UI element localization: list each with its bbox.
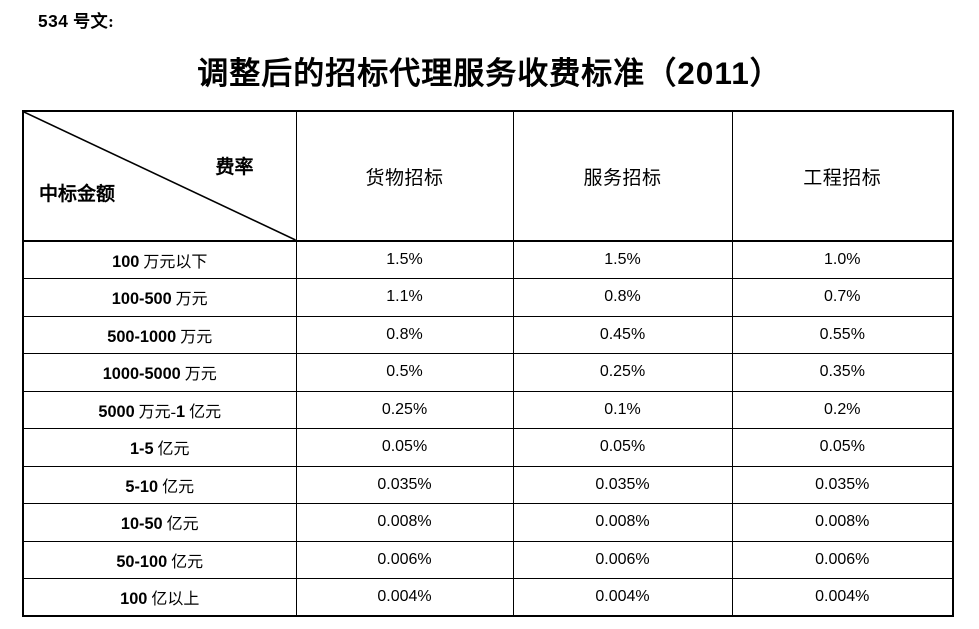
row-label: 1-5 亿元 <box>22 428 297 467</box>
table-row: 100-500 万元 1.1% 0.8% 0.7% <box>22 278 954 317</box>
row-label: 10-50 亿元 <box>22 503 297 542</box>
fee-value-cell: 0.8% <box>512 278 733 317</box>
column-header-engineering: 工程招标 <box>731 110 954 242</box>
table-row: 10-50 亿元 0.008% 0.008% 0.008% <box>22 503 954 542</box>
fee-value-cell: 0.05% <box>512 428 733 467</box>
table-row: 100 亿以上 0.004% 0.004% 0.004% <box>22 578 954 617</box>
fee-value-cell: 0.008% <box>731 503 954 542</box>
fee-value-cell: 0.7% <box>731 278 954 317</box>
fee-value-cell: 1.5% <box>512 240 733 279</box>
fee-value-cell: 0.006% <box>295 540 514 579</box>
fee-value-cell: 0.45% <box>512 315 733 354</box>
fee-value-cell: 1.0% <box>731 240 954 279</box>
fee-value-cell: 0.25% <box>295 390 514 429</box>
table-row: 50-100 亿元 0.006% 0.006% 0.006% <box>22 540 954 579</box>
fee-value-cell: 0.035% <box>295 465 514 504</box>
fee-value-cell: 0.55% <box>731 315 954 354</box>
diagonal-divider <box>24 112 296 240</box>
fee-value-cell: 0.004% <box>295 578 514 617</box>
fee-value-cell: 0.004% <box>731 578 954 617</box>
fee-value-cell: 0.05% <box>295 428 514 467</box>
row-label: 5000 万元-1 亿元 <box>22 390 297 429</box>
fee-value-cell: 1.1% <box>295 278 514 317</box>
row-label: 500-1000 万元 <box>22 315 297 354</box>
fee-value-cell: 0.2% <box>731 390 954 429</box>
row-label: 1000-5000 万元 <box>22 353 297 392</box>
fee-value-cell: 0.004% <box>512 578 733 617</box>
row-label: 5-10 亿元 <box>22 465 297 504</box>
page-title: 调整后的招标代理服务收费标准（2011） <box>197 55 782 91</box>
fee-rate-header: 费率 <box>215 157 254 178</box>
fee-table-container: 费率 中标金额 货物招标 服务招标 工程招标 100 万元以下 1.5% 1.5… <box>22 110 954 617</box>
column-header-goods: 货物招标 <box>295 110 514 242</box>
row-label: 50-100 亿元 <box>22 540 297 579</box>
row-label: 100-500 万元 <box>22 278 297 317</box>
fee-table: 费率 中标金额 货物招标 服务招标 工程招标 100 万元以下 1.5% 1.5… <box>22 110 954 617</box>
corner-cell: 费率 中标金额 <box>22 110 297 242</box>
fee-value-cell: 1.5% <box>295 240 514 279</box>
fee-value-cell: 0.25% <box>512 353 733 392</box>
fee-value-cell: 0.006% <box>731 540 954 579</box>
row-label: 100 亿以上 <box>22 578 297 617</box>
table-row: 1-5 亿元 0.05% 0.05% 0.05% <box>22 428 954 467</box>
fee-value-cell: 0.035% <box>512 465 733 504</box>
table-row: 5000 万元-1 亿元 0.25% 0.1% 0.2% <box>22 390 954 429</box>
fee-value-cell: 0.05% <box>731 428 954 467</box>
fee-value-cell: 0.1% <box>512 390 733 429</box>
fee-value-cell: 0.008% <box>512 503 733 542</box>
table-row: 1000-5000 万元 0.5% 0.25% 0.35% <box>22 353 954 392</box>
table-row: 500-1000 万元 0.8% 0.45% 0.55% <box>22 315 954 354</box>
fee-value-cell: 0.008% <box>295 503 514 542</box>
fee-value-cell: 0.035% <box>731 465 954 504</box>
bid-amount-header: 中标金额 <box>39 184 116 205</box>
table-row: 100 万元以下 1.5% 1.5% 1.0% <box>22 240 954 279</box>
table-header-row: 费率 中标金额 货物招标 服务招标 工程招标 <box>22 110 954 242</box>
row-label: 100 万元以下 <box>22 240 297 279</box>
table-row: 5-10 亿元 0.035% 0.035% 0.035% <box>22 465 954 504</box>
column-header-services: 服务招标 <box>512 110 733 242</box>
fee-value-cell: 0.8% <box>295 315 514 354</box>
fee-value-cell: 0.006% <box>512 540 733 579</box>
fee-value-cell: 0.5% <box>295 353 514 392</box>
doc-number: 534 号文: <box>38 11 115 31</box>
fee-value-cell: 0.35% <box>731 353 954 392</box>
